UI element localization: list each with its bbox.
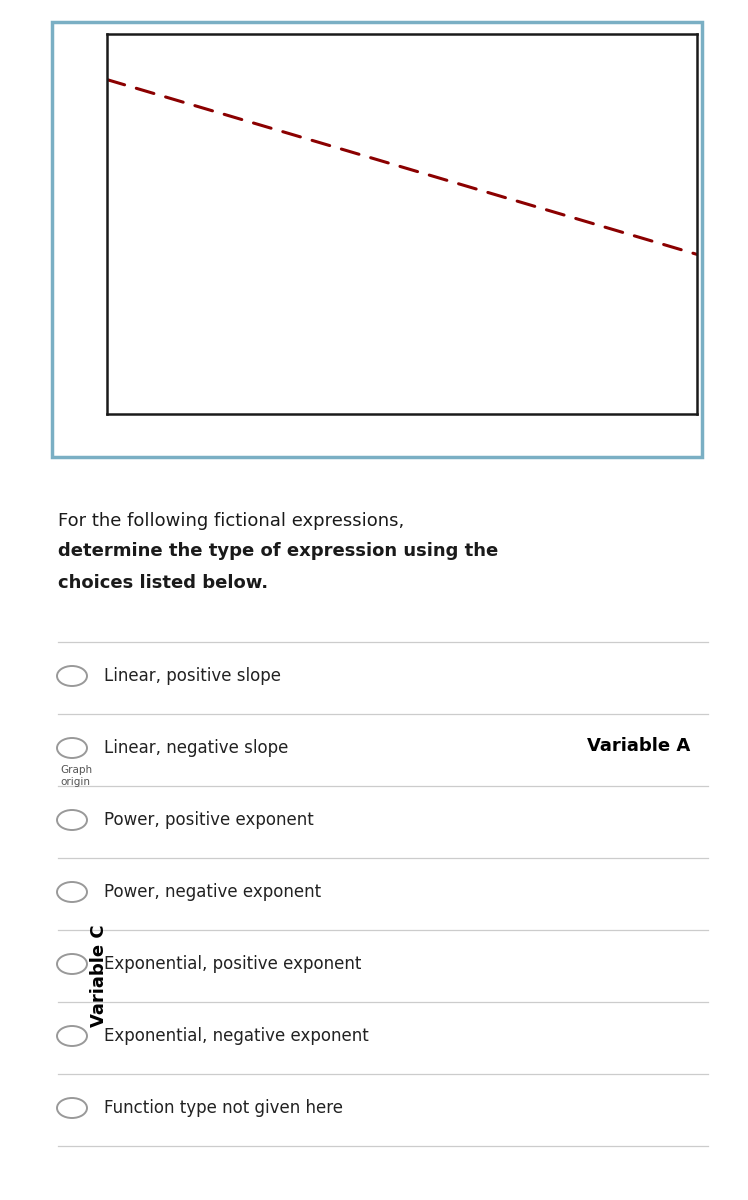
Text: Graph: Graph	[60, 766, 92, 775]
Text: Linear, positive slope: Linear, positive slope	[104, 667, 281, 685]
Text: For the following fictional expressions,: For the following fictional expressions,	[58, 512, 404, 530]
Text: Exponential, negative exponent: Exponential, negative exponent	[104, 1027, 369, 1045]
Text: origin: origin	[60, 778, 90, 787]
Text: Exponential, positive exponent: Exponential, positive exponent	[104, 955, 361, 973]
Text: Function type not given here: Function type not given here	[104, 1099, 343, 1117]
Text: Variable C: Variable C	[90, 925, 108, 1027]
Text: choices listed below.: choices listed below.	[58, 574, 268, 592]
Text: determine the type of expression using the: determine the type of expression using t…	[58, 542, 498, 560]
Text: Variable A: Variable A	[586, 737, 690, 755]
Text: Power, negative exponent: Power, negative exponent	[104, 883, 321, 901]
Text: Power, positive exponent: Power, positive exponent	[104, 811, 313, 829]
Text: Linear, negative slope: Linear, negative slope	[104, 739, 289, 757]
